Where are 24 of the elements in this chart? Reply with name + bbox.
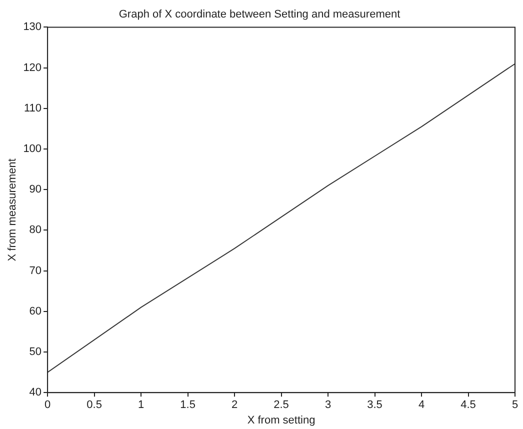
y-tick-label: 130 [23,21,42,34]
x-tick-label: 1.5 [180,399,196,412]
x-tick-label: 4.5 [460,399,476,412]
chart-title: Graph of X coordinate between Setting and measurement [118,8,400,21]
x-tick-label: 0 [44,399,51,412]
y-tick-label: 40 [29,386,42,399]
y-axis-title: X from measurement [6,158,19,262]
x-tick-label: 5 [512,399,518,412]
y-tick-label: 50 [29,346,42,358]
x-tick-label: 2.5 [274,399,289,412]
y-tick-label: 110 [24,102,42,114]
x-tick-label: 1 [138,399,144,412]
y-tick-label: 100 [23,143,42,156]
x-axis-title: X from setting [247,414,316,426]
y-tick-label: 80 [29,224,42,236]
y-tick-label: 70 [29,264,42,277]
y-tick-label: 120 [23,62,42,74]
x-tick-label: 3.5 [367,399,382,412]
x-tick-label: 2 [231,399,238,412]
x-tick-label: 0.5 [86,399,102,412]
y-tick-label: 90 [29,184,42,196]
y-tick-label: 60 [29,305,42,318]
x-tick-label: 3 [324,399,332,412]
x-tick-label: 4 [418,399,425,412]
